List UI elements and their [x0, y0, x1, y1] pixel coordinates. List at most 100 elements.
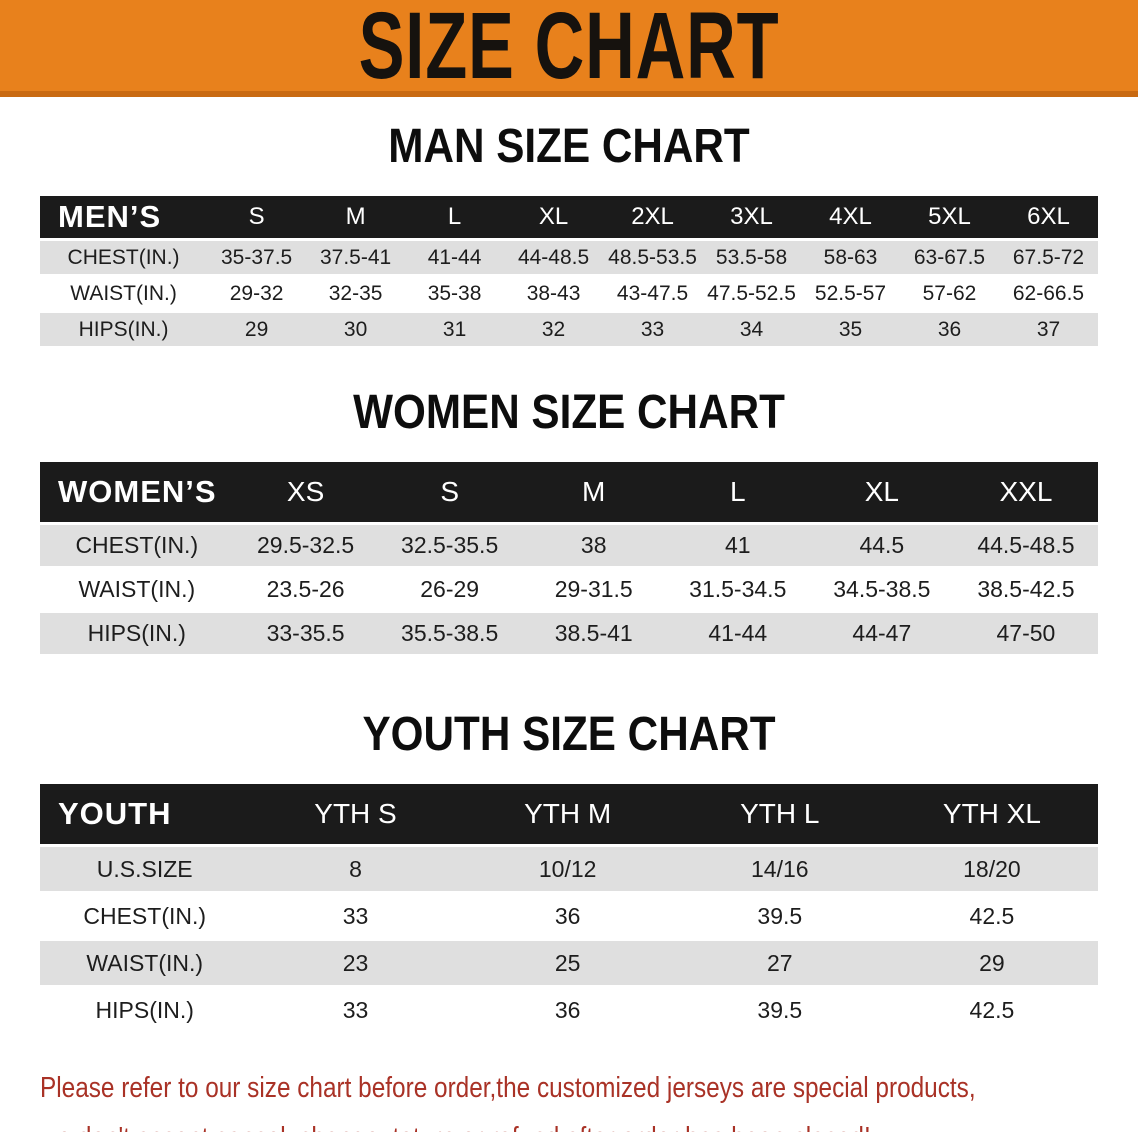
men-waist-in-6xl: 62-66.5 — [998, 277, 1098, 310]
men-chest-in-4xl: 58-63 — [801, 241, 900, 274]
men-size-col-5xl: 5XL — [900, 196, 999, 238]
men-waist-in-4xl: 52.5-57 — [801, 277, 900, 310]
men-size-col-4xl: 4XL — [801, 196, 900, 238]
men-row-label-waist-in: WAIST(IN.) — [40, 277, 208, 310]
note-line-2: we don't accept cancel, change, teturn o… — [40, 1113, 962, 1132]
women-size-col-s: S — [377, 462, 522, 522]
men-waist-in-5xl: 57-62 — [900, 277, 999, 310]
women-waist-in-l: 31.5-34.5 — [665, 569, 810, 610]
men-chest-in-5xl: 63-67.5 — [900, 241, 999, 274]
page-title: SIZE CHART — [358, 0, 780, 99]
youth-size-col-yth-xl: YTH XL — [885, 784, 1098, 844]
youth-waist-in-yth-m: 25 — [461, 941, 674, 985]
men-chest-in-l: 41-44 — [405, 241, 505, 274]
women-hips-in-xs: 33-35.5 — [233, 613, 378, 654]
women-waist-in-s: 26-29 — [377, 569, 522, 610]
men-size-col-2xl: 2XL — [603, 196, 703, 238]
youth-row-label-hips-in: HIPS(IN.) — [40, 988, 250, 1032]
women-header-row: WOMEN’S XS S M L XL XXL — [40, 462, 1098, 522]
youth-hips-in-yth-m: 36 — [461, 988, 674, 1032]
women-waist-in-xxl: 38.5-42.5 — [953, 569, 1098, 610]
youth-section-title: YOUTH SIZE CHART — [362, 708, 776, 761]
youth-chest-in-yth-m: 36 — [461, 894, 674, 938]
youth-row-chest-in: CHEST(IN.) 33 36 39.5 42.5 — [40, 894, 1098, 938]
youth-row-u-s-size: U.S.SIZE 8 10/12 14/16 18/20 — [40, 847, 1098, 891]
women-size-col-m: M — [521, 462, 666, 522]
men-waist-in-2xl: 43-47.5 — [603, 277, 703, 310]
youth-size-col-yth-s: YTH S — [249, 784, 462, 844]
men-group-label: MEN’S — [40, 196, 208, 238]
women-chest-in-s: 32.5-35.5 — [377, 525, 522, 566]
women-size-col-xs: XS — [233, 462, 378, 522]
women-size-col-xxl: XXL — [953, 462, 1098, 522]
youth-row-label-chest-in: CHEST(IN.) — [40, 894, 250, 938]
men-hips-in-3xl: 34 — [702, 313, 802, 346]
banner: SIZE CHART — [0, 0, 1138, 97]
youth-chest-in-yth-xl: 42.5 — [885, 894, 1098, 938]
men-waist-in-s: 29-32 — [207, 277, 307, 310]
youth-chest-in-yth-l: 39.5 — [673, 894, 886, 938]
women-row-hips-in: HIPS(IN.) 33-35.5 35.5-38.5 38.5-41 41-44 44-… — [40, 613, 1098, 654]
youth-waist-in-yth-xl: 29 — [885, 941, 1098, 985]
men-row-label-hips-in: HIPS(IN.) — [40, 313, 208, 346]
men-chest-in-xl: 44-48.5 — [504, 241, 604, 274]
youth-size-col-yth-m: YTH M — [461, 784, 674, 844]
men-hips-in-l: 31 — [405, 313, 505, 346]
men-size-col-6xl: 6XL — [998, 196, 1098, 238]
men-size-table: MEN’S S M L XL 2XL 3XL 4XL 5XL 6XL CHEST(IN.) 35-37… — [40, 193, 1098, 349]
men-waist-in-m: 32-35 — [306, 277, 406, 310]
men-hips-in-2xl: 33 — [603, 313, 703, 346]
men-waist-in-xl: 38-43 — [504, 277, 604, 310]
youth-group-label: YOUTH — [40, 784, 250, 844]
women-size-table: WOMEN’S XS S M L XL XXL CHEST(IN.) 29.5-32.5 32.5… — [40, 459, 1098, 657]
women-hips-in-xl: 44-47 — [809, 613, 954, 654]
women-chest-in-m: 38 — [521, 525, 666, 566]
men-hips-in-s: 29 — [207, 313, 307, 346]
women-hips-in-m: 38.5-41 — [521, 613, 666, 654]
women-chest-in-xxl: 44.5-48.5 — [953, 525, 1098, 566]
men-section-title: MAN SIZE CHART — [388, 120, 750, 173]
men-hips-in-4xl: 35 — [801, 313, 900, 346]
women-section: WOMEN SIZE CHART WOMEN’S XS S M L XL XXL CHEST(… — [0, 387, 1138, 657]
men-row-chest-in: CHEST(IN.) 35-37.5 37.5-41 41-44 44-48.5 48.5… — [40, 241, 1098, 274]
note-line-1: Please refer to our size chart before or… — [40, 1072, 976, 1104]
youth-header-row: YOUTH YTH S YTH M YTH L YTH XL — [40, 784, 1098, 844]
youth-size-table: YOUTH YTH S YTH M YTH L YTH XL U.S.SIZE 8 10/12… — [40, 781, 1098, 1035]
women-row-label-chest-in: CHEST(IN.) — [40, 525, 234, 566]
men-size-col-s: S — [207, 196, 307, 238]
men-waist-in-l: 35-38 — [405, 277, 505, 310]
youth-waist-in-yth-s: 23 — [249, 941, 462, 985]
women-size-col-xl: XL — [809, 462, 954, 522]
women-hips-in-s: 35.5-38.5 — [377, 613, 522, 654]
youth-size-col-yth-l: YTH L — [673, 784, 886, 844]
youth-u-s-size-yth-xl: 18/20 — [885, 847, 1098, 891]
women-group-label: WOMEN’S — [40, 462, 234, 522]
women-row-label-waist-in: WAIST(IN.) — [40, 569, 234, 610]
youth-u-s-size-yth-l: 14/16 — [673, 847, 886, 891]
youth-hips-in-yth-xl: 42.5 — [885, 988, 1098, 1032]
men-size-col-xl: XL — [504, 196, 604, 238]
women-hips-in-xxl: 47-50 — [953, 613, 1098, 654]
women-row-chest-in: CHEST(IN.) 29.5-32.5 32.5-35.5 38 41 44.5 44.5… — [40, 525, 1098, 566]
youth-waist-in-yth-l: 27 — [673, 941, 886, 985]
youth-hips-in-yth-s: 33 — [249, 988, 462, 1032]
men-hips-in-6xl: 37 — [998, 313, 1098, 346]
women-row-label-hips-in: HIPS(IN.) — [40, 613, 234, 654]
women-hips-in-l: 41-44 — [665, 613, 810, 654]
women-section-title: WOMEN SIZE CHART — [353, 386, 785, 439]
youth-u-s-size-yth-m: 10/12 — [461, 847, 674, 891]
men-row-waist-in: WAIST(IN.) 29-32 32-35 35-38 38-43 43-47.5 47.… — [40, 277, 1098, 310]
youth-row-label-u-s-size: U.S.SIZE — [40, 847, 250, 891]
men-chest-in-2xl: 48.5-53.5 — [603, 241, 703, 274]
men-section: MAN SIZE CHART MEN’S S M L XL 2XL 3XL 4XL 5XL 6XL… — [0, 121, 1138, 349]
women-row-waist-in: WAIST(IN.) 23.5-26 26-29 29-31.5 31.5-34.5 34… — [40, 569, 1098, 610]
footer-note: Please refer to our size chart before or… — [40, 1063, 1138, 1132]
men-size-col-3xl: 3XL — [702, 196, 802, 238]
youth-chest-in-yth-s: 33 — [249, 894, 462, 938]
youth-section: YOUTH SIZE CHART YOUTH YTH S YTH M YTH L YTH… — [0, 709, 1138, 1035]
women-chest-in-xl: 44.5 — [809, 525, 954, 566]
women-waist-in-m: 29-31.5 — [521, 569, 666, 610]
women-size-col-l: L — [665, 462, 810, 522]
youth-hips-in-yth-l: 39.5 — [673, 988, 886, 1032]
